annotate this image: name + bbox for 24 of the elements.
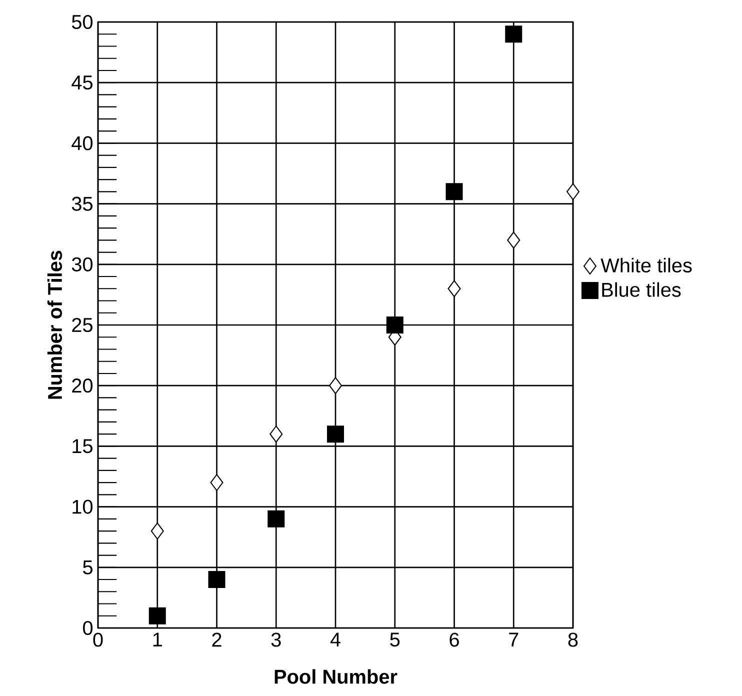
x-tick-label: 6 [450,632,459,647]
y-tick-label: 35 [72,196,92,211]
y-tick-label: 10 [72,500,93,514]
y-tick-label: 5 [83,560,92,574]
x-tick-label: 2 [212,632,222,647]
x-tick-label: 8 [568,632,578,647]
x-tick-label: 0 [93,632,103,647]
x-tick-label: 3 [271,632,281,647]
y-axis-title: Number of Tiles [47,250,62,399]
x-tick-label: 7 [509,632,518,646]
y-tick-label: 45 [72,76,92,90]
y-tick-label: 50 [72,14,93,30]
y-tick-label: 25 [72,318,92,332]
legend-label: Blue tiles [602,282,681,297]
x-tick-label: 5 [390,632,400,647]
y-tick-label: 40 [72,136,93,150]
y-tick-label: 15 [72,439,92,454]
x-tick-label: 1 [153,632,162,646]
x-axis-title: Pool Number [274,669,398,684]
legend-label: White tiles [600,258,692,272]
y-tick-label: 30 [72,257,93,272]
x-tick-label: 4 [330,632,340,646]
y-tick-label: 0 [82,620,93,636]
y-tick-label: 20 [72,378,93,393]
